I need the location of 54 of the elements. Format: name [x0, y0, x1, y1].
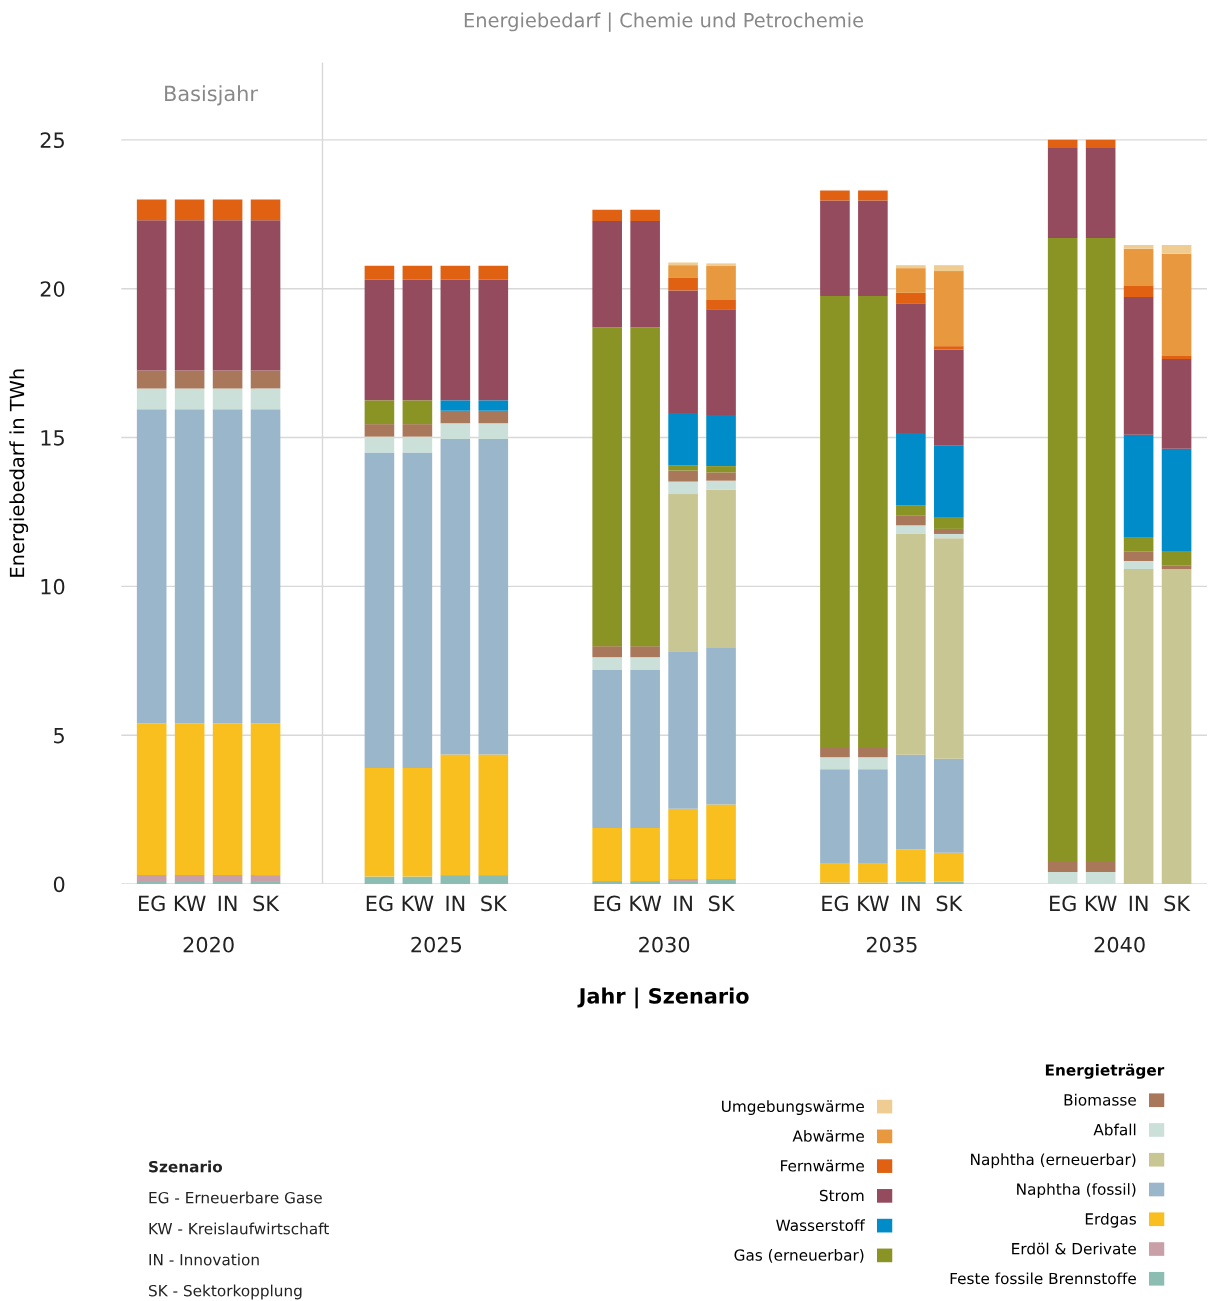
x-tick-label: KW [630, 895, 662, 911]
x-tick-label: KW [858, 895, 889, 911]
x-tick-label: KW [402, 895, 434, 911]
text: 2025 [411, 936, 462, 953]
y-axis-title: Energiebedarf in TWh [9, 369, 29, 577]
legend-label: Strom [819, 1189, 864, 1202]
text: SK - Sektorkopplung [149, 1284, 302, 1300]
x-tick-label: SK [253, 895, 280, 912]
x-tick-label: KW [174, 895, 206, 911]
legend-label: Erdöl & Derivate [1012, 1242, 1136, 1255]
legend-label: Wasserstoff [776, 1219, 866, 1232]
x-tick-label: SK [708, 895, 735, 912]
text: EG - Erneuerbare Gase [149, 1191, 322, 1204]
y-tick-label: 0 [53, 876, 65, 893]
legend-label: Feste fossile Brennstoffe [950, 1272, 1136, 1285]
x-tick-label: IN [674, 895, 692, 911]
text: KW - Kreislaufwirtschaft [149, 1222, 329, 1235]
text: 2030 [639, 936, 690, 953]
x-tick-label: EG [594, 895, 621, 912]
text: Szenario [149, 1160, 223, 1173]
x-tick-label: IN [902, 895, 920, 911]
y-tick-label: 20 [40, 281, 65, 297]
y-tick-label: 5 [54, 727, 64, 744]
x-tick-label: EG [1050, 895, 1076, 912]
annotation: Basisjahr [165, 85, 258, 106]
text: 2020 [183, 936, 234, 953]
x-tick-label: IN [1129, 895, 1148, 911]
legend-label: Biomasse [1064, 1093, 1136, 1106]
x-tick-label: SK [936, 895, 963, 912]
x-tick-label: IN [218, 895, 237, 911]
x-tick-label: SK [481, 895, 508, 912]
chart-title: Energiebedarf | Chemie und Petrochemie [464, 12, 864, 32]
y-tick-label: 10 [41, 578, 65, 595]
x-tick-label: EG [366, 895, 393, 912]
text: 2040 [1094, 936, 1145, 953]
y-tick-label: 25 [40, 132, 64, 149]
x-tick-label: KW [1085, 895, 1117, 911]
x-tick-label: EG [822, 895, 848, 912]
x-tick-label: SK [1164, 895, 1191, 912]
legend-label: Abfall [1093, 1123, 1136, 1136]
legend-label: Abwärme [792, 1129, 864, 1142]
legend-label: Fernwärme [781, 1159, 864, 1172]
legend-title: Energieträger [1045, 1063, 1165, 1079]
x-tick-label: EG [139, 895, 165, 912]
x-tick-label: IN [446, 895, 465, 911]
y-tick-label: 15 [41, 430, 64, 446]
legend-label: Gas (erneuerbar) [734, 1249, 864, 1263]
legend-label: Naphtha (erneuerbar) [971, 1153, 1136, 1169]
legend-label: Naphtha (fossil) [1017, 1183, 1136, 1198]
legend-label: Umgebungswärme [722, 1100, 864, 1115]
legend-label: Erdgas [1085, 1212, 1136, 1228]
text: IN - Innovation [149, 1253, 259, 1266]
text: 2035 [866, 936, 917, 953]
x-axis-title: Jahr | Szenario [577, 987, 749, 1009]
